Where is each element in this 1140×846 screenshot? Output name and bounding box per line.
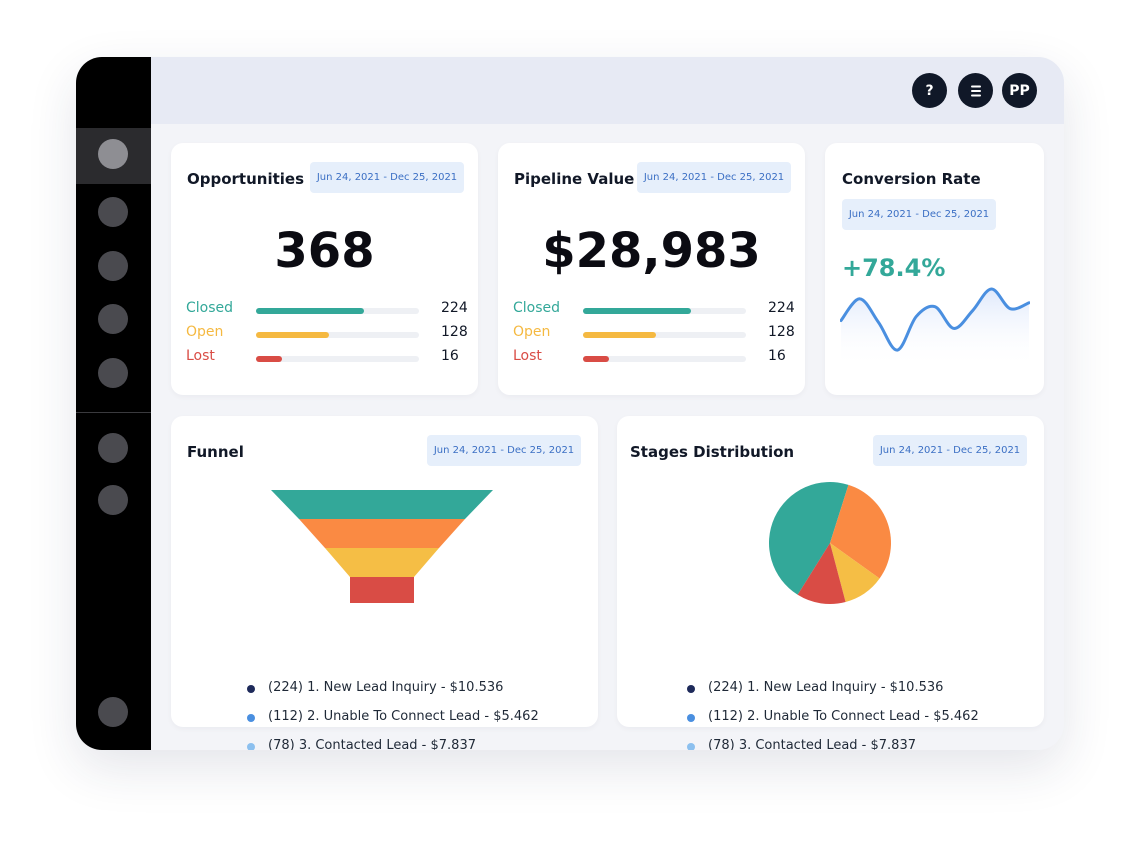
status-label: Lost: [186, 348, 215, 364]
status-value: 16: [768, 348, 786, 364]
legend-dot-icon: [247, 743, 255, 750]
progress-track: [583, 332, 746, 338]
progress-fill: [583, 308, 691, 314]
status-value: 224: [768, 300, 795, 316]
legend-text: (112) 2. Unable To Connect Lead - $5.462: [708, 709, 979, 724]
status-row: Open 128: [513, 324, 803, 344]
conversion-line-chart: [840, 287, 1030, 368]
legend-dot-icon: [687, 743, 695, 750]
sidebar-item-5[interactable]: [98, 358, 128, 388]
line-area: [841, 288, 1029, 368]
status-value: 128: [768, 324, 795, 340]
pie-slice: [830, 484, 891, 579]
funnel-layer: [271, 490, 493, 519]
progress-track: [256, 308, 419, 314]
funnel-card: Funnel Jun 24, 2021 - Dec 25, 2021 (224)…: [171, 416, 598, 750]
progress-track: [583, 308, 746, 314]
legend-text: (112) 2. Unable To Connect Lead - $5.462: [268, 709, 539, 724]
menu-icon: [970, 85, 981, 96]
card-title: Pipeline Value: [514, 170, 635, 188]
stages-pie-chart: [769, 482, 891, 604]
card-title: Opportunities: [187, 170, 305, 188]
date-range-picker[interactable]: Jun 24, 2021 - Dec 25, 2021: [310, 162, 464, 193]
question-mark-icon: ?: [925, 82, 934, 99]
funnel-layer: [350, 577, 414, 603]
progress-fill: [256, 332, 330, 338]
app-window: ? PP Opportunities Jun 24, 2021 - Dec 25…: [76, 57, 1064, 750]
date-range-picker[interactable]: Jun 24, 2021 - Dec 25, 2021: [427, 435, 581, 466]
legend-text: (78) 3. Contacted Lead - $7.837: [268, 738, 476, 750]
legend-dot-icon: [247, 685, 255, 693]
opportunities-total: 368: [274, 223, 375, 279]
status-row: Lost 16: [186, 348, 476, 368]
sidebar-item-8[interactable]: [98, 697, 128, 727]
status-label: Open: [186, 324, 224, 340]
sidebar-item-2[interactable]: [98, 197, 128, 227]
card-title: Stages Distribution: [630, 443, 795, 461]
top-bar: ? PP: [151, 57, 1064, 124]
status-value: 224: [441, 300, 468, 316]
status-label: Closed: [186, 300, 234, 316]
legend-text: (224) 1. New Lead Inquiry - $10.536: [708, 680, 944, 695]
progress-track: [256, 356, 419, 362]
status-row: Closed 224: [513, 300, 803, 320]
line-series: [840, 287, 1030, 352]
status-value: 16: [441, 348, 459, 364]
legend-dot-icon: [687, 685, 695, 693]
date-range-picker[interactable]: Jun 24, 2021 - Dec 25, 2021: [637, 162, 791, 193]
progress-track: [256, 332, 419, 338]
legend-text: (224) 1. New Lead Inquiry - $10.536: [268, 680, 504, 695]
conversion-rate-value: +78.4%: [842, 254, 946, 282]
sidebar-item-6[interactable]: [98, 433, 128, 463]
funnel-layer: [325, 548, 439, 577]
date-range-picker[interactable]: Jun 24, 2021 - Dec 25, 2021: [873, 435, 1027, 466]
status-row: Open 128: [186, 324, 476, 344]
pie-slice: [830, 543, 880, 602]
legend-text: (78) 3. Contacted Lead - $7.837: [708, 738, 916, 750]
stages-card: Stages Distribution Jun 24, 2021 - Dec 2…: [617, 416, 1044, 750]
status-label: Open: [513, 324, 551, 340]
sidebar-item-3[interactable]: [98, 251, 128, 281]
legend-dot-icon: [687, 714, 695, 722]
progress-fill: [256, 356, 283, 362]
date-range-picker[interactable]: Jun 24, 2021 - Dec 25, 2021: [842, 199, 996, 230]
sidebar-divider: [76, 412, 151, 413]
pie-slice: [769, 482, 849, 595]
avatar-initials: PP: [1009, 82, 1030, 99]
status-label: Lost: [513, 348, 542, 364]
sidebar: [76, 57, 151, 750]
help-button[interactable]: ?: [912, 73, 947, 108]
status-row: Lost 16: [513, 348, 803, 368]
sidebar-item-1[interactable]: [98, 139, 128, 169]
card-title: Funnel: [187, 443, 244, 461]
sidebar-item-4[interactable]: [98, 304, 128, 334]
user-avatar[interactable]: PP: [1002, 73, 1037, 108]
opportunities-card: Opportunities Jun 24, 2021 - Dec 25, 202…: [171, 143, 478, 395]
status-value: 128: [441, 324, 468, 340]
status-label: Closed: [513, 300, 561, 316]
pipeline-total: $28,983: [542, 223, 761, 279]
progress-track: [583, 356, 746, 362]
progress-fill: [583, 356, 610, 362]
funnel-layer: [299, 519, 465, 548]
legend-dot-icon: [247, 714, 255, 722]
funnel-chart: [271, 490, 493, 603]
conversion-card: Conversion Rate Jun 24, 2021 - Dec 25, 2…: [825, 143, 1044, 395]
status-row: Closed 224: [186, 300, 476, 320]
sidebar-item-7[interactable]: [98, 485, 128, 515]
menu-button[interactable]: [958, 73, 993, 108]
card-title: Conversion Rate: [842, 170, 981, 188]
pipeline-card: Pipeline Value Jun 24, 2021 - Dec 25, 20…: [498, 143, 805, 395]
pie-slice: [797, 543, 846, 604]
progress-fill: [256, 308, 364, 314]
progress-fill: [583, 332, 657, 338]
